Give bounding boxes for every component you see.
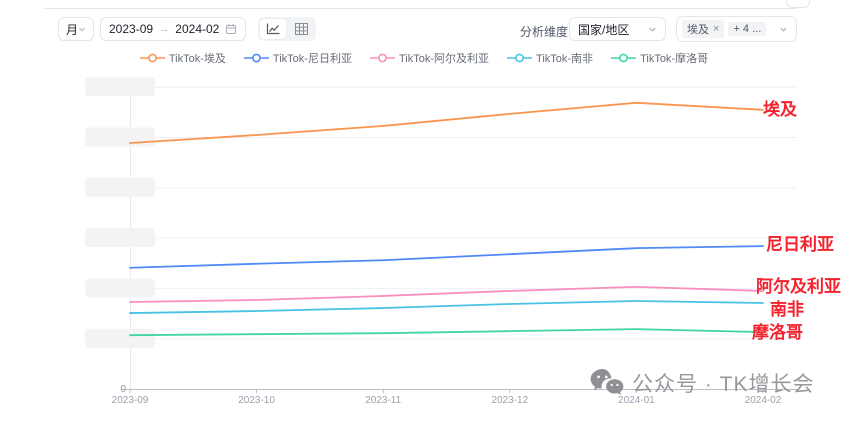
- redacted-y-axis-label: [85, 77, 155, 97]
- legend-label: TikTok-阿尔及利亚: [398, 53, 490, 65]
- redacted-y-axis-label: [85, 127, 155, 147]
- wechat-icon: [590, 368, 624, 395]
- view-toggle: [258, 17, 316, 41]
- dimension-value: 国家/地区: [578, 22, 630, 37]
- granularity-select[interactable]: 月: [58, 17, 94, 41]
- calendar-icon: [225, 24, 236, 34]
- series-line: [129, 300, 764, 314]
- chevron-down-icon: [780, 27, 787, 32]
- legend-item[interactable]: TikTok-尼日利亚: [243, 50, 352, 66]
- legend-marker-icon: [611, 53, 637, 63]
- table-icon: [294, 23, 308, 35]
- series-annotation: 尼日利亚: [766, 235, 834, 254]
- x-tick-label: 2023-10: [238, 395, 275, 406]
- legend-marker-icon: [243, 53, 269, 63]
- dimension-select[interactable]: 国家/地区: [569, 17, 666, 41]
- filter-tag-egypt: 埃及 ×: [682, 20, 725, 38]
- granularity-value: 月: [66, 22, 79, 37]
- arrow-right-icon: →: [158, 23, 170, 35]
- cutoff-element: [786, 0, 810, 8]
- legend-marker-icon: [139, 53, 165, 63]
- series-line: [129, 328, 764, 337]
- dimension-label: 分析维度: [520, 25, 569, 39]
- x-tick-label: 2024-01: [618, 395, 655, 406]
- legend-marker-icon: [507, 53, 533, 63]
- watermark: 公众号 · TK增长会: [589, 367, 815, 398]
- chevron-down-icon: [649, 27, 656, 32]
- legend-item[interactable]: TikTok-摩洛哥: [611, 50, 708, 66]
- series-line: [129, 245, 764, 269]
- legend-item[interactable]: TikTok-南非: [507, 50, 593, 66]
- redacted-y-axis-label: [85, 328, 155, 348]
- series-line: [129, 285, 764, 303]
- filter-tag-label: 埃及: [687, 24, 709, 36]
- remove-tag-icon[interactable]: ×: [713, 23, 720, 35]
- legend-label: TikTok-南非: [536, 53, 594, 65]
- date-range-picker[interactable]: 2023-09 → 2024-02: [100, 17, 246, 41]
- series-line: [129, 101, 764, 144]
- legend-label: TikTok-摩洛哥: [640, 53, 709, 65]
- series-annotation: 阿尔及利亚: [756, 277, 841, 296]
- legend-marker-icon: [369, 53, 395, 63]
- legend-label: TikTok-尼日利亚: [272, 53, 352, 65]
- x-tick-label: 2023-12: [491, 395, 528, 406]
- top-divider: [45, 8, 797, 9]
- line-chart-icon: [266, 23, 280, 35]
- watermark-text: 公众号 · TK增长会: [632, 372, 815, 396]
- legend-item[interactable]: TikTok-埃及: [139, 50, 226, 66]
- redacted-y-axis-label: [85, 228, 155, 248]
- chart-legend: TikTok-埃及 TikTok-尼日利亚 TikTok-阿尔及利亚 TikTok-南…: [0, 50, 848, 66]
- x-tick-label: 2023-09: [112, 395, 149, 406]
- redacted-y-axis-label: [85, 278, 155, 298]
- date-end: 2024-02: [175, 22, 220, 36]
- chevron-down-icon: [79, 27, 85, 31]
- series-annotation: 南非: [770, 300, 804, 319]
- line-chart-view-button[interactable]: [260, 19, 286, 39]
- legend-item[interactable]: TikTok-阿尔及利亚: [369, 50, 490, 66]
- series-annotation: 摩洛哥: [752, 323, 803, 342]
- redacted-y-axis-label: [85, 177, 155, 197]
- filter-tags: 埃及 × + 4 ...: [682, 20, 767, 38]
- country-filter-select[interactable]: 埃及 × + 4 ...: [676, 16, 797, 42]
- date-start: 2023-09: [109, 22, 154, 36]
- y-axis-zero-label: 0: [120, 384, 126, 395]
- filter-tag-more: + 4 ...: [728, 22, 767, 36]
- x-tick-label: 2023-11: [365, 395, 401, 406]
- legend-label: TikTok-埃及: [168, 53, 226, 65]
- series-annotation: 埃及: [763, 100, 797, 119]
- x-tick-label: 2024-02: [745, 395, 782, 406]
- table-view-button[interactable]: [288, 19, 314, 39]
